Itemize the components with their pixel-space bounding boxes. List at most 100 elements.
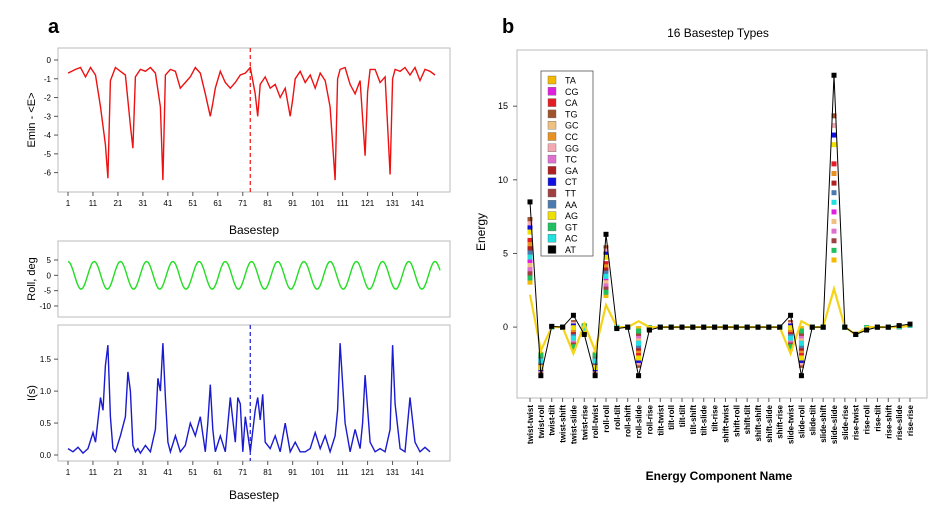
- legend-label-gt: GT: [565, 222, 578, 232]
- energy-point-tg: [603, 245, 609, 251]
- energy-chart: 16 Basestep Types Energy Energy Componen…: [474, 26, 928, 483]
- emin-xtick-label: 11: [89, 199, 98, 208]
- emin-chart: Emin - <E> Basestep 0-1-2-3-4-5-6 1 11 21 3…: [26, 47, 451, 237]
- roll-ytick-label: 5: [47, 256, 52, 265]
- energy-xtick-label: shift-slide: [765, 404, 774, 442]
- energy-point-cg: [603, 277, 609, 283]
- energy-point-at: [885, 324, 891, 330]
- energy-point-gt: [636, 328, 642, 334]
- energy-point-tg: [831, 113, 837, 119]
- energy-point-at: [538, 373, 544, 379]
- energy-xtick-label: slide-shift: [819, 405, 828, 443]
- legend-label-ca: CA: [565, 98, 578, 108]
- energy-xtick-label: slide-twist: [787, 405, 796, 444]
- energy-point-ct: [527, 225, 533, 231]
- legend-swatch-tt: [547, 188, 557, 198]
- energy-point-at: [766, 324, 772, 330]
- energy-point-gg: [831, 122, 837, 128]
- energy-point-at: [657, 324, 663, 330]
- energy-point-ac: [570, 335, 576, 341]
- energy-point-at: [744, 324, 750, 330]
- energy-point-ta: [603, 292, 609, 298]
- legend-label-gg: GG: [565, 143, 579, 153]
- energy-point-at: [907, 321, 913, 327]
- energy-point-gt: [570, 344, 576, 350]
- energy-xtick-label: shift-tilt: [743, 405, 752, 435]
- is-frame: [57, 324, 451, 462]
- legend-swatch-at: [547, 245, 557, 254]
- legend-label-tt: TT: [565, 189, 576, 199]
- energy-xtick-label: tilt-roll: [667, 405, 676, 430]
- energy-point-cg: [831, 209, 837, 215]
- energy-point-ca: [603, 261, 609, 267]
- energy-xtick-label: twist-slide: [569, 404, 578, 444]
- energy-ytick-label: 10: [498, 175, 508, 185]
- energy-point-tc: [831, 228, 837, 234]
- energy-point-at: [549, 323, 555, 329]
- is-xtick-label: 51: [188, 468, 197, 477]
- energy-point-ga: [603, 267, 609, 273]
- energy-point-aa: [527, 250, 533, 256]
- emin-xtick-label: 111: [337, 199, 350, 208]
- roll-ytick-label: -10: [39, 302, 51, 311]
- legend-label-gc: GC: [565, 121, 579, 131]
- energy-point-gt: [527, 275, 533, 281]
- energy-point-at: [788, 312, 794, 318]
- energy-xtick-label: twist-shift: [559, 405, 568, 443]
- energy-point-ta: [527, 279, 533, 285]
- energy-point-cc: [603, 264, 609, 270]
- legend-swatch-ga: [547, 166, 557, 175]
- energy-point-ag: [570, 325, 576, 331]
- energy-point-at: [592, 373, 598, 379]
- energy-point-at: [809, 324, 815, 330]
- energy-point-aa: [603, 270, 609, 276]
- energy-xtick-label: shift-rise: [776, 404, 785, 438]
- energy-point-ca: [831, 161, 837, 167]
- legend-swatch-ca: [547, 98, 557, 107]
- energy-xtick-label: rise-twist: [852, 405, 861, 440]
- energy-point-ac: [798, 340, 804, 346]
- emin-ytick-label: -3: [44, 112, 52, 121]
- emin-xtick-label: 81: [263, 199, 272, 208]
- energy-point-at: [842, 324, 848, 330]
- energy-point-aa: [831, 190, 837, 196]
- legend-label-ga: GA: [565, 166, 578, 176]
- energy-point-at: [864, 327, 870, 333]
- energy-point-ag: [788, 325, 794, 331]
- energy-xtick-label: tilt-tilt: [678, 405, 687, 428]
- legend-swatch-aa: [547, 200, 557, 209]
- energy-point-ac: [788, 335, 794, 341]
- energy-point-ta: [831, 257, 837, 263]
- is-xlabel: Basestep: [229, 488, 279, 502]
- energy-xtick-label: twist-tilt: [548, 405, 557, 436]
- emin-xtick-label: 121: [361, 199, 375, 208]
- energy-point-tt: [831, 238, 837, 244]
- emin-ytick-label: -1: [44, 75, 52, 84]
- is-xtick-label: 111: [337, 468, 350, 477]
- energy-point-at: [614, 326, 620, 332]
- legend-swatch-cc: [547, 132, 557, 141]
- energy-point-ag: [603, 254, 609, 260]
- energy-point-ag: [527, 229, 533, 235]
- energy-xtick-label: shift-shift: [754, 405, 763, 442]
- energy-title: 16 Basestep Types: [667, 26, 769, 40]
- roll-series-line: [67, 260, 441, 290]
- emin-xtick-label: 21: [113, 199, 122, 208]
- energy-ytick-label: 5: [503, 248, 508, 258]
- emin-xtick-label: 141: [411, 199, 425, 208]
- energy-point-at: [636, 373, 642, 379]
- panel-label-b: b: [502, 16, 514, 38]
- energy-point-gt: [603, 289, 609, 295]
- legend-label-cc: CC: [565, 132, 578, 142]
- energy-point-gc: [527, 262, 533, 268]
- energy-ylabel: Energy: [474, 213, 488, 251]
- legend-label-cg: CG: [565, 87, 579, 97]
- emin-ytick-label: -2: [44, 94, 52, 103]
- energy-point-at: [690, 324, 696, 330]
- energy-xtick-label: roll-rise: [645, 404, 654, 434]
- is-xtick-label: 71: [238, 468, 247, 477]
- is-xtick-label: 31: [138, 468, 147, 477]
- energy-ytick-label: 0: [503, 322, 508, 332]
- energy-point-at: [896, 323, 902, 329]
